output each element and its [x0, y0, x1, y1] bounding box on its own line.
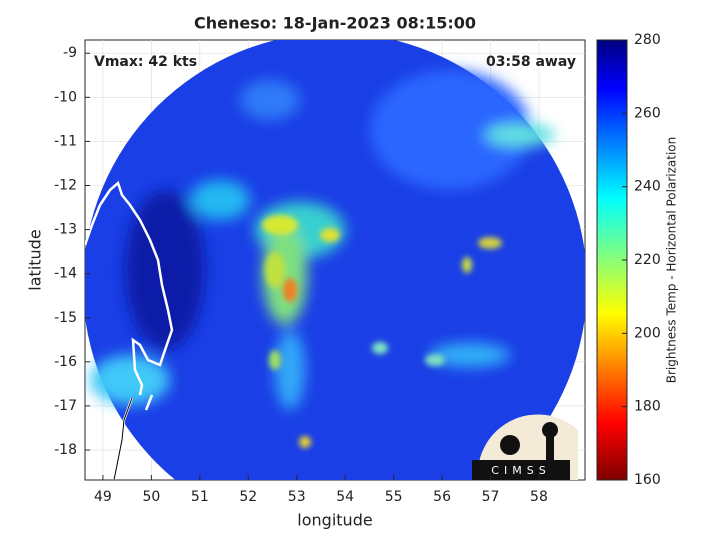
y-tick-label: -16: [54, 354, 77, 370]
time-note: 03:58 away: [486, 54, 576, 70]
y-tick-label: -9: [63, 45, 77, 61]
x-tick-label: 56: [433, 489, 451, 505]
x-tick-label: 51: [191, 489, 209, 505]
colorbar-tick-label: 160: [634, 472, 661, 488]
y-tick-label: -12: [54, 177, 77, 193]
x-tick-label: 54: [336, 489, 354, 505]
x-tick-label: 52: [239, 489, 257, 505]
y-axis-label: latitude: [26, 229, 45, 290]
y-tick-label: -17: [54, 398, 77, 414]
colorbar-tick-label: 200: [634, 325, 661, 341]
colorbar-tick-label: 260: [634, 105, 661, 121]
y-tick-label: -18: [54, 442, 77, 458]
x-tick-label: 50: [142, 489, 160, 505]
title: Cheneso: 18-Jan-2023 08:15:00: [194, 14, 476, 33]
x-axis-label: longitude: [297, 511, 372, 530]
y-tick-label: -10: [54, 89, 77, 105]
x-tick-label: 55: [385, 489, 403, 505]
y-tick-label: -11: [54, 133, 77, 149]
x-tick-label: 57: [482, 489, 500, 505]
logo: CIMSS: [472, 414, 578, 480]
vmax-note: Vmax: 42 kts: [94, 54, 197, 70]
logo-text: CIMSS: [491, 464, 550, 477]
y-tick-label: -14: [54, 266, 77, 282]
y-tick-label: -15: [54, 310, 77, 326]
y-tick-label: -13: [54, 222, 77, 238]
colorbar-tick-label: 280: [634, 32, 661, 48]
satellite-image: CIMSS: [85, 40, 585, 480]
x-tick-label: 49: [94, 489, 112, 505]
x-tick-label: 53: [288, 489, 306, 505]
x-tick-label: 58: [530, 489, 548, 505]
colorbar-tick-label: 220: [634, 252, 661, 268]
colorbar-label: Brightness Temp - Horizontal Polarizatio…: [665, 137, 679, 384]
colorbar-tick-label: 240: [634, 179, 661, 195]
colorbar-tick-label: 180: [634, 399, 661, 415]
